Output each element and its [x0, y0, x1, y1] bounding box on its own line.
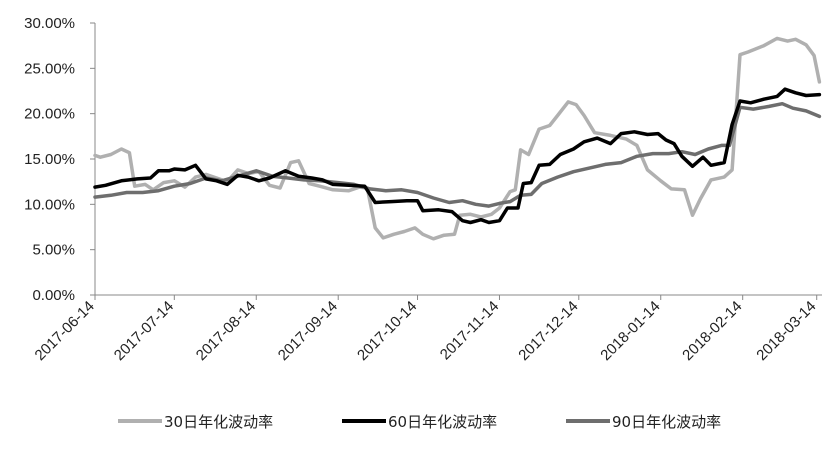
x-tick-label: 2017-07-14 — [111, 298, 177, 364]
series-layer — [93, 36, 822, 241]
y-tick-label: 15.00% — [24, 151, 75, 168]
legend-label: 90日年化波动率 — [612, 413, 721, 431]
y-tick-label: 20.00% — [24, 106, 75, 123]
x-tick-label: 2017-09-14 — [275, 298, 341, 364]
x-tick-label: 2017-08-14 — [193, 298, 259, 364]
y-tick-label: 25.00% — [24, 60, 75, 77]
x-tick-label: 2017-11-14 — [437, 298, 502, 363]
y-tick-label: 10.00% — [24, 196, 75, 213]
x-tick-label: 2017-06-14 — [32, 298, 98, 364]
y-tick-label: 5.00% — [32, 242, 75, 259]
series-line-60d — [93, 87, 822, 225]
x-tick-label: 2018-03-14 — [753, 298, 819, 364]
axes: 0.00% 5.00% 10.00% 15.00% 20.00% 25.00% 30.00%… — [24, 15, 822, 364]
legend-label: 60日年化波动率 — [388, 413, 497, 431]
legend-label: 30日年化波动率 — [164, 413, 273, 431]
y-tick-label: 0.00% — [32, 287, 75, 304]
series-line-30d — [93, 36, 822, 241]
series-line-90d — [93, 101, 822, 208]
y-tick-label: 30.00% — [24, 15, 75, 32]
x-tick-label: 2017-12-14 — [515, 298, 581, 364]
x-tick-label: 2017-10-14 — [354, 298, 420, 364]
x-tick-label: 2018-02-14 — [679, 298, 745, 364]
x-tick-label: 2018-01-14 — [597, 298, 663, 364]
legend: 30日年化波动率 60日年化波动率 90日年化波动率 — [118, 413, 721, 431]
